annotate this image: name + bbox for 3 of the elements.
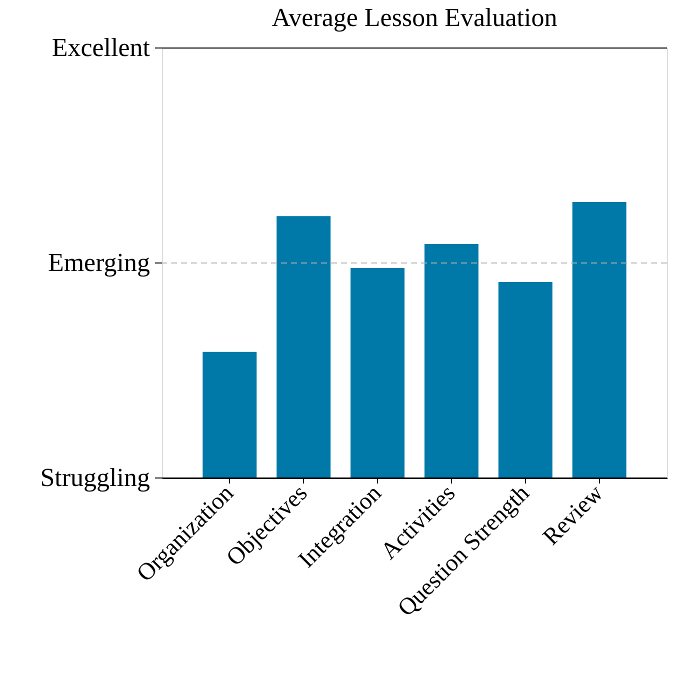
ref-line-label: Emerging [48,248,150,277]
ref-line-label: Excellent [52,33,151,62]
chart-title: Average Lesson Evaluation [272,3,558,32]
